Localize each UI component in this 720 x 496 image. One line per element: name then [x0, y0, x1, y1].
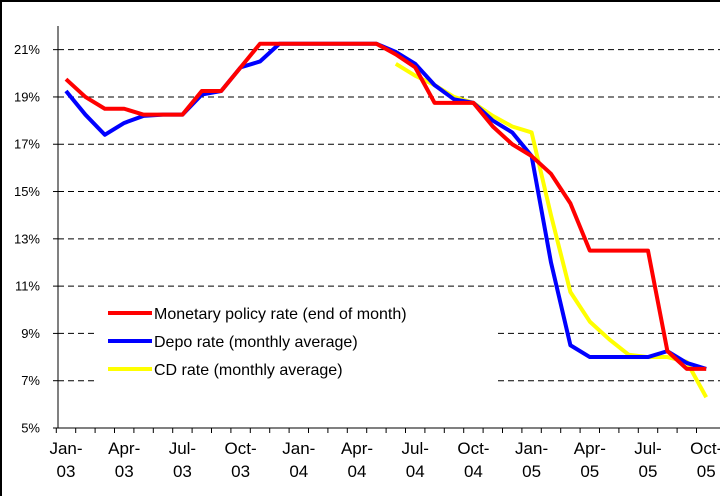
x-tick-label-line: 03 [173, 462, 192, 481]
x-tick-label: Oct- 04 [457, 439, 489, 481]
y-tick-label: 5% [21, 421, 40, 436]
y-tick-label: 13% [14, 231, 40, 246]
x-tick-label: Jul- 04 [401, 439, 428, 481]
x-tick-label: Apr- 03 [108, 439, 140, 481]
x-tick-label-line: Oct- [225, 439, 257, 458]
x-tick-label-line: 05 [580, 462, 599, 481]
x-tick-label: Jan- 03 [49, 439, 82, 481]
x-tick-label-line: 05 [639, 462, 658, 481]
x-tick-label-line: 03 [115, 462, 134, 481]
y-tick-label: 7% [21, 373, 40, 388]
x-tick-label-line: Jul- [401, 439, 428, 458]
x-tick-label-line: Jul- [634, 439, 661, 458]
x-tick-label-line: Jan- [515, 439, 548, 458]
x-tick-label-line: Oct- [457, 439, 489, 458]
x-tick-label: Jul- 03 [169, 439, 196, 481]
y-tick-label: 17% [14, 137, 40, 152]
x-tick-label-line: 04 [464, 462, 483, 481]
x-tick-label-line: 04 [289, 462, 308, 481]
y-tick-label: 19% [14, 89, 40, 104]
x-tick-label: Apr- 05 [574, 439, 606, 481]
series-line [64, 41, 707, 371]
x-tick-label-line: Apr- [108, 439, 140, 458]
x-tick-label-line: 05 [522, 462, 541, 481]
x-tick-label-line: Jan- [49, 439, 82, 458]
y-tick-label: 9% [21, 326, 40, 341]
legend-label: CD rate (monthly average) [154, 362, 343, 379]
x-tick-label: Jan- 05 [515, 439, 548, 481]
y-tick-label: 15% [14, 184, 40, 199]
x-tick-label: Oct- 03 [225, 439, 257, 481]
x-tick-label-line: 05 [697, 462, 716, 481]
y-tick-label: 11% [15, 279, 40, 294]
x-tick-label-line: Apr- [574, 439, 606, 458]
x-tick-label-line: 04 [406, 462, 425, 481]
x-tick-label: Jul- 05 [634, 439, 661, 481]
legend-label: Monetary policy rate (end of month) [154, 306, 407, 323]
y-tick-label: 21% [14, 42, 40, 57]
x-tick-label: Oct- 05 [690, 439, 720, 481]
x-tick-label-line: 03 [231, 462, 250, 481]
x-tick-label: Apr- 04 [341, 439, 373, 481]
x-tick-label-line: Apr- [341, 439, 373, 458]
x-tick-label-line: 03 [57, 462, 76, 481]
x-tick-label-line: Jul- [169, 439, 196, 458]
x-tick-label: Jan- 04 [282, 439, 315, 481]
legend-label: Depo rate (monthly average) [154, 334, 358, 351]
x-tick-label-line: 04 [348, 462, 367, 481]
x-tick-label-line: Jan- [282, 439, 315, 458]
x-tick-label-line: Oct- [690, 439, 720, 458]
legend-box [96, 298, 498, 386]
